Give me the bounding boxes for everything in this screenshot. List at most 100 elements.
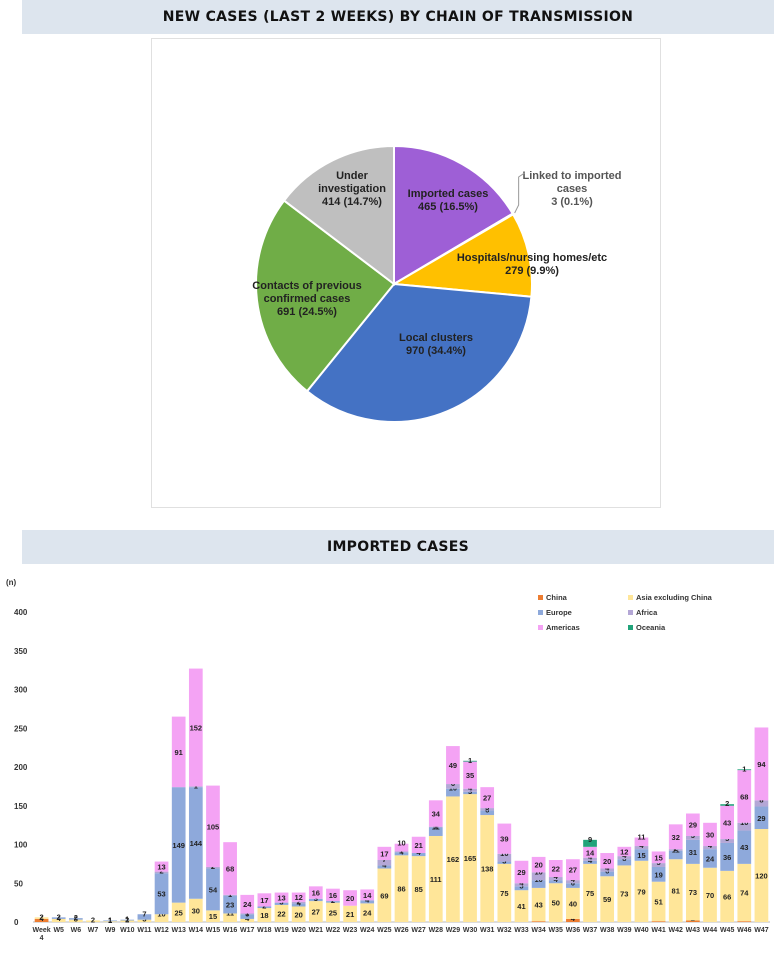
bar-value-label: 43 xyxy=(534,901,542,910)
bar-segment-europe xyxy=(737,830,752,864)
x-tick-label: W24 xyxy=(360,927,375,934)
bar-segment-europe xyxy=(120,919,135,921)
x-tick-label: W26 xyxy=(394,927,409,934)
bar-segment-europe xyxy=(463,791,477,795)
bar-segment-americas xyxy=(497,823,512,854)
bar-value-label: 41 xyxy=(517,902,525,911)
bar-segment-china xyxy=(737,921,752,923)
bar-segment-asia-excluding-china xyxy=(686,863,700,921)
bar-segment-africa xyxy=(394,851,409,853)
legend-swatch xyxy=(628,595,633,600)
bar-segment-china xyxy=(566,918,580,922)
bar-value-label: 2 xyxy=(39,912,43,921)
bar-segment-europe xyxy=(257,906,272,909)
bar-value-label: 43 xyxy=(723,818,731,827)
bar-segment-europe xyxy=(754,806,769,829)
bar-value-label: 2 xyxy=(91,915,95,924)
bar-segment-americas xyxy=(428,800,443,827)
bar-segment-americas xyxy=(600,853,615,869)
bar-segment-europe xyxy=(566,883,580,888)
legend-label: Europe xyxy=(546,608,572,617)
legend-label: China xyxy=(546,593,568,602)
bar-segment-china xyxy=(651,921,666,923)
x-tick-label: W11 xyxy=(137,927,151,934)
legend-label: Americas xyxy=(546,623,580,632)
bar-segment-americas xyxy=(737,770,752,823)
pie-slice-contacts-of-previous-confirmed-cases xyxy=(255,199,396,393)
bar-segment-africa xyxy=(566,880,580,884)
bar-segment-africa xyxy=(634,846,649,850)
x-tick-label: W29 xyxy=(446,927,461,934)
bar-value-label: 1 xyxy=(125,915,129,924)
bar-segment-asia-excluding-china xyxy=(754,829,769,922)
bar-value-label: 21 xyxy=(346,910,354,919)
bar-value-label: 19 xyxy=(654,870,662,879)
bar-value-label: 10 xyxy=(397,839,405,848)
bar-segment-americas xyxy=(171,716,186,788)
bar-value-label: 162 xyxy=(447,855,460,864)
bar-segment-americas xyxy=(394,843,409,852)
bar-segment-americas xyxy=(343,890,357,906)
bar-segment-asia-excluding-china xyxy=(668,859,683,922)
bar-segment-europe xyxy=(137,914,152,920)
bar-value-label: 152 xyxy=(190,723,203,732)
bar-value-label: 20 xyxy=(294,910,302,919)
x-tick-label: W25 xyxy=(377,927,392,934)
bar-segment-asia-excluding-china xyxy=(291,906,306,922)
bar-segment-americas xyxy=(754,727,769,801)
bar-segment-africa xyxy=(291,901,306,904)
bar-segment-asia-excluding-china xyxy=(154,914,169,922)
bar-segment-europe xyxy=(308,898,323,902)
bar-value-label: 144 xyxy=(190,839,203,848)
legend-label: Oceania xyxy=(636,623,666,632)
bar-segment-americas xyxy=(668,824,683,850)
bar-segment-asia-excluding-china xyxy=(394,855,409,922)
legend-swatch xyxy=(628,625,633,630)
bar-value-label: 15 xyxy=(637,851,645,860)
y-tick-label: 0 xyxy=(14,918,19,927)
bar-segment-asia-excluding-china xyxy=(737,863,752,922)
bar-segment-americas xyxy=(720,805,735,840)
bar-segment-americas xyxy=(326,888,340,902)
bar-segment-americas xyxy=(240,894,255,914)
bar-segment-europe xyxy=(686,839,700,864)
bar-segment-europe xyxy=(360,900,375,904)
stacked-bar-chart: (n)05010015020025030035040042Week442W532… xyxy=(6,578,770,942)
bar-value-label: 2 xyxy=(57,912,61,921)
bar-value-label: 25 xyxy=(175,908,183,917)
bar-value-label: 81 xyxy=(672,887,680,896)
bar-value-label: 73 xyxy=(689,888,697,897)
bar-segment-africa xyxy=(206,866,220,869)
bar-segment-africa xyxy=(428,826,443,828)
bar-segment-americas xyxy=(566,859,580,881)
bar-segment-asia-excluding-china xyxy=(34,917,49,919)
x-tick-label: W20 xyxy=(291,927,306,934)
bar-segment-americas xyxy=(446,746,460,785)
x-tick-label: W13 xyxy=(171,927,186,934)
bar-value-label: 91 xyxy=(175,748,183,757)
x-tick-label: W28 xyxy=(429,927,444,934)
bar-segment-americas xyxy=(463,761,477,789)
bar-value-label: 27 xyxy=(569,866,577,875)
bar-value-label: 13 xyxy=(157,863,165,872)
bar-value-label: 2 xyxy=(74,913,78,922)
bar-segment-americas xyxy=(377,846,392,860)
bar-value-label: 29 xyxy=(517,868,525,877)
bar-value-label: 17 xyxy=(380,849,388,858)
bar-segment-europe xyxy=(206,868,220,911)
bar-value-label: 32 xyxy=(672,833,680,842)
bar-segment-americas xyxy=(583,846,597,858)
bar-segment-europe xyxy=(377,865,392,869)
bar-segment-americas xyxy=(360,889,375,901)
bar-segment-europe xyxy=(411,853,426,857)
x-tick-label: W42 xyxy=(669,927,684,934)
bar-segment-africa xyxy=(668,849,683,851)
bar-segment-europe xyxy=(600,871,615,877)
bar-segment-europe xyxy=(274,902,289,905)
bar-segment-europe xyxy=(583,860,597,864)
bar-segment-asia-excluding-china xyxy=(137,919,152,922)
bar-segment-asia-excluding-china xyxy=(651,881,666,922)
bar-value-label: 70 xyxy=(706,891,714,900)
bar-segment-europe xyxy=(634,849,649,861)
pie-slice-local-clusters xyxy=(305,282,533,423)
